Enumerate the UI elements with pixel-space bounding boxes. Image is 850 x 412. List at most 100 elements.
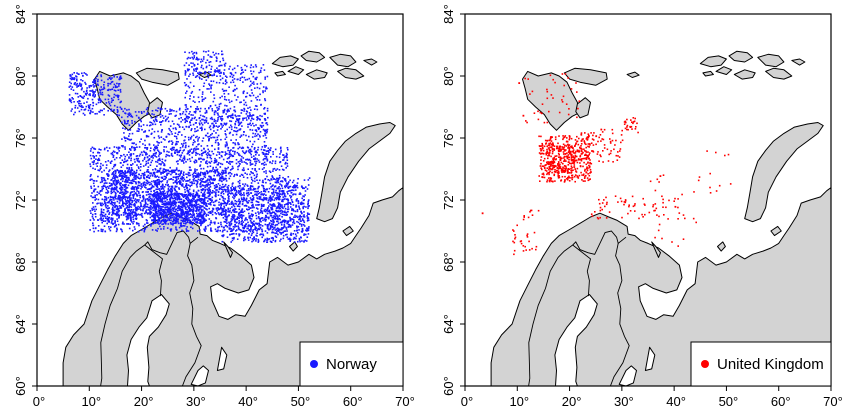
data-point [194,141,196,143]
data-point [187,230,190,232]
data-point [95,208,97,211]
data-point [209,84,211,87]
data-point [220,207,222,209]
data-point [169,170,172,173]
data-point [183,203,185,205]
data-point [119,78,121,80]
data-point [154,203,157,206]
data-point [230,233,233,235]
data-point [198,122,201,124]
data-point [127,176,129,179]
data-point [174,192,176,194]
data-point [155,188,157,191]
data-point [155,145,157,148]
data-point [217,142,219,144]
data-point [176,123,179,126]
data-point [144,186,146,188]
landmass-fjl4 [337,67,365,80]
data-point [224,169,227,171]
data-point [124,140,127,142]
data-point [289,224,292,227]
data-point [226,144,228,147]
data-point [175,213,177,215]
data-point [128,135,130,137]
data-point [300,201,303,204]
data-point [205,109,208,112]
data-point [183,204,186,206]
data-point [242,183,244,185]
lake-bothnia [126,294,170,386]
data-point [164,219,166,221]
data-point [199,165,201,167]
data-point [251,238,254,240]
data-point [180,170,182,173]
data-point [228,162,230,164]
data-point [199,200,202,203]
data-point [177,204,180,207]
data-point [239,190,242,193]
data-point [117,98,120,101]
data-point [93,79,95,81]
lake-onega [216,346,228,371]
data-point [122,214,125,216]
data-point [203,175,206,178]
data-point [156,222,158,224]
data-point [106,218,109,220]
data-point [253,206,255,209]
data-point [202,213,205,216]
data-point [68,98,71,100]
data-point [171,197,173,199]
data-point [286,220,288,223]
data-point [182,144,184,147]
data-point [179,183,181,185]
data-point [177,133,179,136]
data-point [141,209,144,211]
data-point [263,193,266,195]
data-point [92,155,94,157]
data-point [287,182,289,185]
data-point [224,96,226,98]
data-point [93,161,95,164]
data-point [226,167,228,170]
data-point [180,215,183,218]
data-point [194,101,196,103]
data-point [260,148,263,151]
data-point [234,200,236,202]
data-point [226,109,228,112]
data-point [94,188,97,190]
data-point [179,147,182,149]
data-point [176,218,179,220]
data-point [187,197,190,200]
data-point [284,156,286,158]
data-point [259,196,262,198]
data-point [109,162,112,164]
data-point [169,206,172,209]
data-point [293,222,296,225]
data-point [264,113,266,115]
data-point [268,170,271,172]
data-point [283,230,286,232]
data-point [176,195,178,198]
data-point [193,198,195,201]
data-point [251,232,253,235]
data-point [95,162,97,165]
data-point [246,227,248,230]
data-point [118,150,120,152]
data-point [209,156,211,159]
data-point [278,217,280,220]
data-point [218,65,220,67]
data-point [207,171,209,174]
data-point [103,114,105,116]
data-point [77,96,80,98]
data-point [212,181,214,184]
data-point [192,207,195,209]
data-point [235,222,238,224]
data-point [282,196,284,198]
data-point [277,230,280,232]
data-point [172,169,174,172]
data-point [93,80,95,83]
data-point [158,176,160,179]
data-point [251,178,253,181]
data-point [193,213,195,215]
data-point [195,130,198,132]
